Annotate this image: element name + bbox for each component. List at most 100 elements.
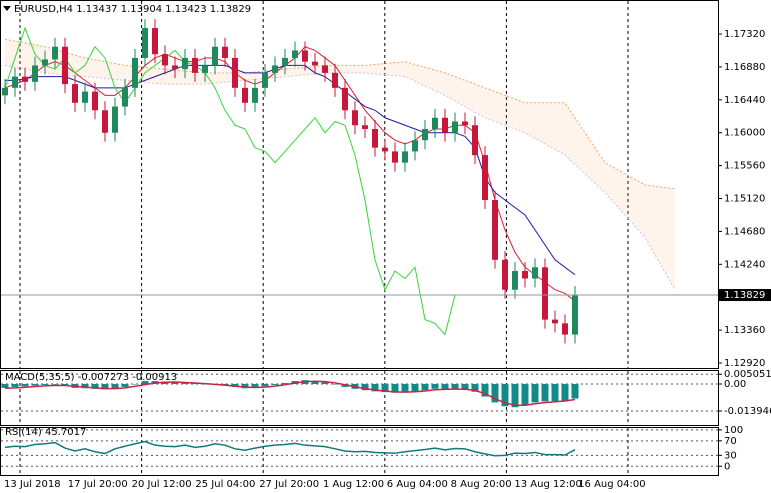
macd-bar (241, 383, 249, 389)
candle-body (512, 271, 518, 290)
macd-bar (391, 383, 399, 393)
candle-body (562, 323, 568, 335)
candle-body (52, 46, 58, 60)
candle-body (82, 91, 88, 103)
macd-bar (261, 383, 269, 387)
x-tick-label: 17 Jul 20:00 (68, 479, 128, 490)
macd-bar (571, 383, 579, 399)
macd-bar (411, 383, 419, 392)
macd-bar (471, 383, 479, 392)
candle-body (242, 87, 248, 103)
cloud-span (4, 64, 676, 290)
macd-bar (11, 383, 19, 387)
candle-body (102, 110, 108, 133)
candle-body (42, 59, 48, 66)
candle-body (202, 65, 208, 73)
candle-body (72, 84, 78, 103)
macd-bar (101, 383, 109, 390)
candle-body (492, 200, 498, 260)
y-tick-label: 1.14240 (724, 259, 765, 270)
macd-bar (51, 383, 59, 385)
macd-bar (531, 383, 539, 403)
macd-bar (561, 383, 569, 401)
candle-body (152, 28, 158, 55)
title-arrow (3, 6, 11, 11)
candle-body (282, 57, 288, 66)
x-tick-label: 20 Jul 12:00 (132, 479, 192, 490)
x-tick-label: 16 Aug 04:00 (578, 479, 645, 490)
panel-frame (0, 427, 719, 476)
macd-bar (421, 383, 429, 391)
y-tick-label: -0.013946 (724, 406, 771, 417)
candle-body (252, 87, 258, 103)
candle-body (132, 57, 138, 88)
macd-bar (551, 383, 559, 402)
macd-bar (401, 383, 409, 393)
macd-bar (81, 383, 89, 389)
candle-body (112, 106, 118, 133)
x-tick-label: 6 Aug 04:00 (387, 479, 448, 490)
candle-body (362, 125, 368, 129)
y-tick-label: 1.16440 (724, 95, 765, 106)
macd-bar (331, 383, 339, 385)
macd-bar (191, 383, 199, 385)
candle-body (302, 50, 308, 62)
x-tick-label: 8 Aug 20:00 (451, 479, 512, 490)
y-tick-label: 1.13360 (724, 325, 765, 336)
candle-body (422, 128, 428, 141)
candle-body (32, 65, 38, 82)
x-tick-label: 1 Aug 12:00 (323, 479, 384, 490)
candle-body (222, 46, 228, 58)
last-price-label: 1.13829 (724, 290, 765, 301)
x-tick-label: 13 Aug 12:00 (514, 479, 581, 490)
candle-body (162, 54, 168, 66)
macd-bar (111, 383, 119, 389)
macd-bar (491, 383, 499, 403)
panel-frame (0, 370, 719, 426)
y-tick-label: 1.16000 (724, 128, 765, 139)
candle-body (262, 72, 268, 88)
ichimoku-cloud (5, 39, 675, 290)
indicator-line (4, 440, 576, 457)
candle-body (182, 57, 188, 70)
candle-body (472, 125, 478, 156)
y-tick-label: 1.15560 (724, 161, 765, 172)
candle-body (482, 155, 488, 200)
candle-body (542, 267, 548, 320)
candle-body (332, 72, 338, 88)
macd-bar (131, 383, 139, 385)
y-tick-label: 1.14680 (724, 226, 765, 237)
candle-body (92, 91, 98, 111)
macd-bar (121, 383, 129, 387)
macd-bar (271, 383, 279, 385)
candle-body (392, 151, 398, 163)
macd-title: MACD(5,35,5) -0.007273 -0.00913 (5, 372, 177, 383)
panel-frame (0, 0, 719, 369)
candle-body (402, 151, 408, 163)
x-tick-label: 13 Jul 2018 (4, 479, 61, 490)
macd-bar (441, 383, 449, 390)
candle-body (142, 28, 148, 58)
candle-body (122, 87, 128, 107)
macd-bar (21, 383, 29, 387)
y-tick-label: 0.00 (724, 379, 746, 390)
candle-body (22, 76, 28, 82)
candle-body (232, 57, 238, 88)
macd-bar (481, 383, 489, 397)
y-tick-label: 1.12920 (724, 358, 765, 369)
macd-bar (431, 383, 439, 389)
candle-body (462, 121, 468, 126)
macd-bar (371, 383, 379, 392)
cloud-span (4, 38, 676, 190)
macd-bar (541, 383, 549, 402)
candle-body (342, 87, 348, 111)
candle-body (322, 65, 328, 73)
candle-body (532, 267, 538, 279)
y-tick-label: 30 (724, 450, 737, 461)
macd-bar (501, 383, 509, 407)
macd-bar (141, 381, 149, 384)
candle-body (452, 121, 458, 133)
x-tick-label: 27 Jul 20:00 (259, 479, 319, 490)
macd-bar (181, 383, 189, 384)
candle-body (412, 140, 418, 152)
